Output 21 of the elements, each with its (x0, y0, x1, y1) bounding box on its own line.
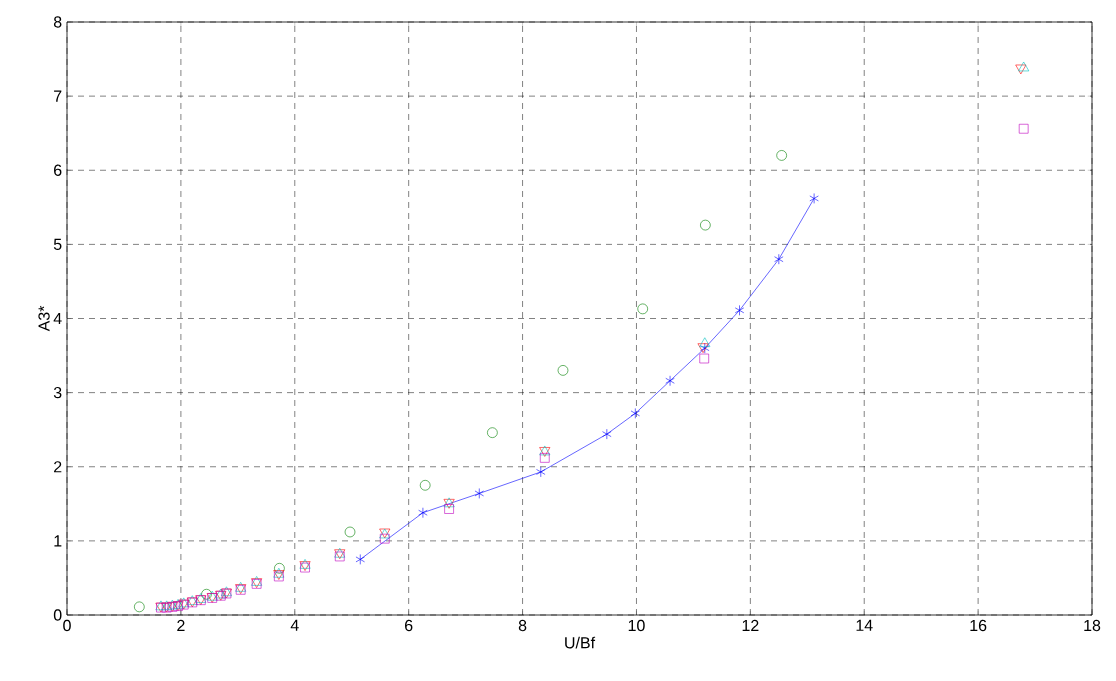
y-tick-label: 3 (53, 386, 62, 399)
y-tick-label: 1 (54, 535, 62, 547)
x-axis-title: U/Bf (565, 636, 596, 649)
y-tick-label: 0 (53, 609, 62, 621)
x-tick-label: 6 (405, 619, 413, 632)
x-tick-label: 4 (290, 619, 299, 631)
x-tick-label: 2 (177, 619, 185, 632)
x-tick-label: 8 (518, 619, 527, 632)
y-tick-label: 5 (53, 238, 62, 250)
y-axis-title: A3* (38, 305, 50, 332)
x-tick-label: 10 (628, 619, 645, 632)
y-tick-label: 4 (53, 312, 62, 325)
x-tick-label: 0 (63, 619, 71, 632)
y-tick-label: 6 (54, 164, 62, 176)
y-tick-label: 2 (54, 461, 62, 473)
x-tick-label: 16 (970, 619, 987, 632)
x-tick-label: 14 (856, 619, 873, 631)
x-tick-label: 18 (1084, 619, 1101, 632)
y-tick-label: 7 (54, 90, 62, 102)
y-tick-label: 8 (53, 16, 62, 28)
x-tick-label: 12 (742, 619, 759, 632)
